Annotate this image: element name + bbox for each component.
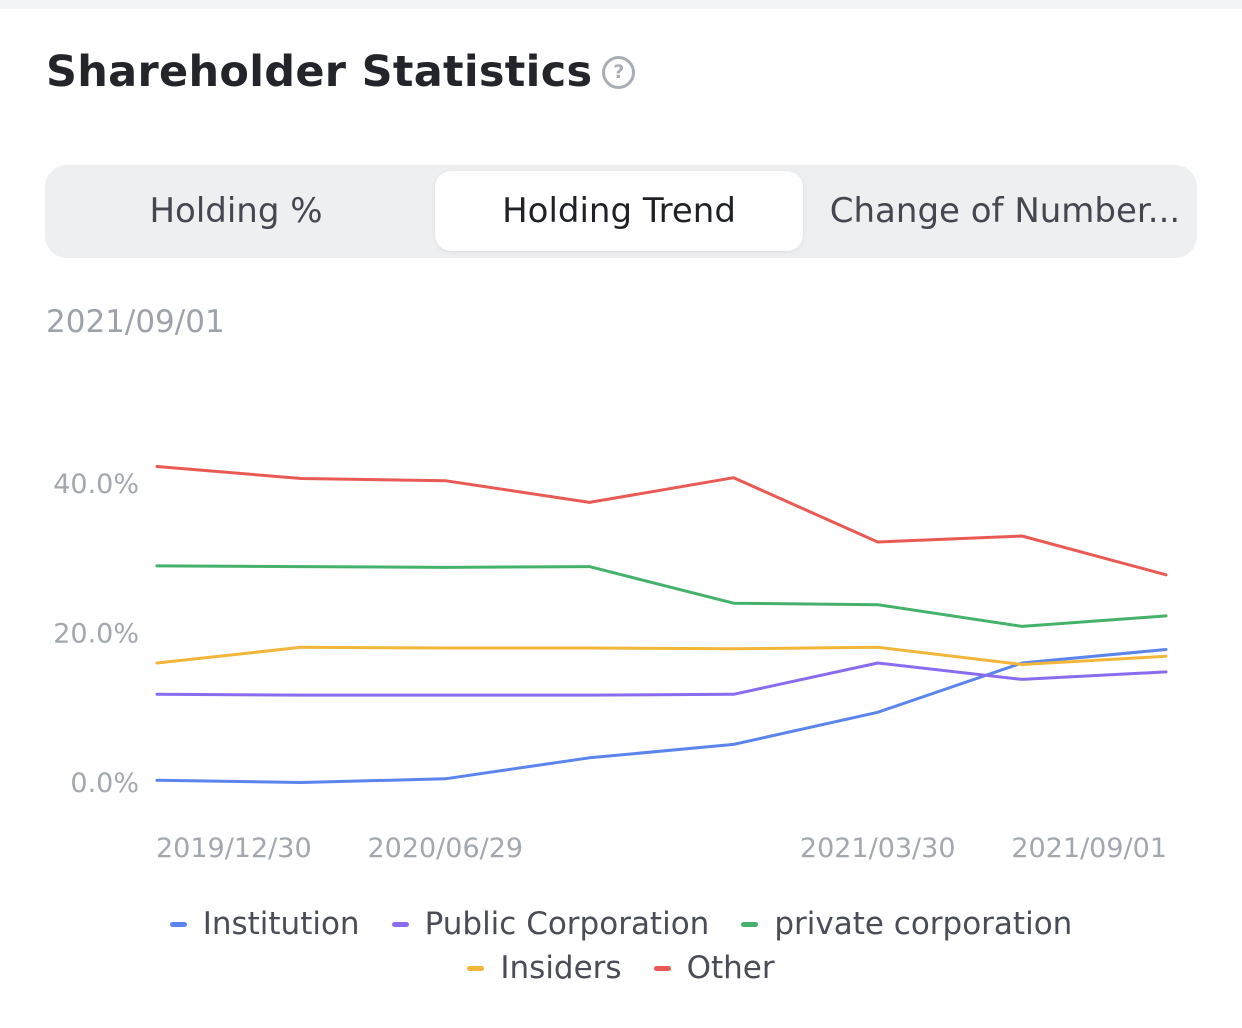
legend-label: private corporation [774, 906, 1073, 942]
x-tick-label: 2019/12/30 [156, 833, 312, 864]
tab-holding-trend[interactable]: Holding Trend [435, 171, 803, 251]
y-tick-label: 20.0% [53, 619, 139, 650]
section-header: Shareholder Statistics ? [46, 44, 636, 100]
series-line-other [155, 465, 1168, 577]
series-line-public-corporation [155, 661, 1168, 697]
legend-label: Institution [202, 906, 360, 942]
legend-swatch [169, 921, 187, 927]
legend-label: Public Corporation [424, 906, 710, 942]
legend-item[interactable]: Insiders [467, 950, 622, 986]
holding-trend-chart[interactable]: 40.0% 20.0% 0.0% 2019/12/30 2020/06/29 2021/0… [0, 380, 1242, 880]
legend-swatch [467, 965, 485, 971]
tab-change-of-number[interactable]: Change of Number... [829, 191, 1181, 231]
series-line-institution [155, 648, 1168, 784]
question-circle-icon[interactable]: ? [602, 55, 636, 89]
legend-swatch [391, 921, 409, 927]
legend-item[interactable]: Public Corporation [391, 906, 710, 942]
legend-swatch [653, 965, 671, 971]
legend-item[interactable]: Other [653, 950, 775, 986]
top-divider [0, 0, 1242, 9]
legend-label: Other [686, 950, 775, 986]
section-title: Shareholder Statistics [46, 47, 593, 97]
y-tick-label: 0.0% [70, 768, 139, 799]
legend-row: Institution Public Corporation private cor… [0, 902, 1242, 946]
legend-item[interactable]: private corporation [741, 906, 1072, 942]
x-tick-label: 2020/06/29 [367, 833, 523, 864]
legend-item[interactable]: Institution [169, 906, 360, 942]
x-tick-label: 2021/09/01 [1011, 833, 1167, 864]
legend-swatch [741, 921, 759, 927]
chart-legend: Institution Public Corporation private cor… [0, 902, 1242, 990]
x-tick-label: 2021/03/30 [800, 833, 956, 864]
series-line-insiders [155, 645, 1168, 666]
series-line-private-corporation [155, 564, 1168, 628]
selected-date: 2021/09/01 [46, 304, 225, 340]
tab-bar: Holding % Holding Trend Change of Number… [45, 165, 1197, 258]
y-tick-label: 40.0% [53, 469, 139, 500]
legend-row: Insiders Other [0, 946, 1242, 990]
tab-holding-percent[interactable]: Holding % [149, 191, 323, 231]
legend-label: Insiders [500, 950, 622, 986]
